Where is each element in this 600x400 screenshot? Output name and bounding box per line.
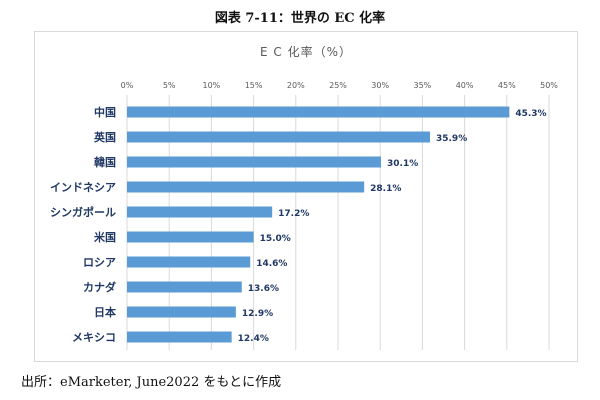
bar xyxy=(127,331,232,343)
x-tick-label: 30% xyxy=(371,81,389,90)
category-label: メキシコ xyxy=(72,331,116,344)
bar xyxy=(127,156,382,168)
value-label: 45.3% xyxy=(515,109,546,119)
category-label: 日本 xyxy=(94,305,116,319)
chart-title: E C 化率（%） xyxy=(260,45,352,59)
bar xyxy=(127,206,273,218)
x-tick-label: 50% xyxy=(540,81,558,90)
x-tick-label: 35% xyxy=(414,81,432,90)
x-tick-label: 20% xyxy=(287,81,305,90)
x-tick-label: 25% xyxy=(329,81,347,90)
value-label: 13.6% xyxy=(248,284,279,294)
bars xyxy=(127,106,510,343)
value-label: 12.9% xyxy=(242,309,273,319)
x-tick-label: 40% xyxy=(456,81,474,90)
x-axis-ticks: 0% 5% 10% 15% 20% 25% 30% 35% 40% 45% 50% xyxy=(121,81,559,90)
bar xyxy=(127,181,365,193)
bar xyxy=(127,306,236,318)
category-label: 米国 xyxy=(93,230,116,244)
source-note: 出所：eMarketer, June2022 をもとに作成 xyxy=(21,375,282,390)
x-tick-label: 15% xyxy=(245,81,263,90)
bar xyxy=(127,256,251,268)
bar xyxy=(127,131,430,143)
x-tick-label: 0% xyxy=(121,81,134,90)
x-tick-label: 5% xyxy=(163,81,176,90)
value-label: 17.2% xyxy=(278,209,309,219)
value-label: 14.6% xyxy=(256,259,287,269)
category-label: 韓国 xyxy=(94,155,116,169)
value-label: 28.1% xyxy=(370,184,401,194)
value-label: 15.0% xyxy=(260,234,291,244)
bar xyxy=(127,281,242,293)
figure-title: 図表 7-11：世界の EC 化率 xyxy=(214,11,386,26)
category-label: カナダ xyxy=(83,280,116,294)
bar xyxy=(127,231,254,243)
value-label: 35.9% xyxy=(436,134,467,144)
value-labels: 45.3% 35.9% 30.1% 28.1% 17.2% 15.0% 14.6% 13.6%… xyxy=(238,109,547,344)
value-label: 12.4% xyxy=(238,334,269,344)
category-label: インドネシア xyxy=(50,181,116,194)
value-label: 30.1% xyxy=(387,159,418,169)
category-label: 英国 xyxy=(93,130,116,144)
category-label: 中国 xyxy=(94,105,116,119)
category-label: ロシア xyxy=(83,256,116,269)
x-tick-label: 45% xyxy=(498,81,516,90)
chart-frame xyxy=(34,31,578,362)
category-label: シンガポール xyxy=(50,205,116,219)
bar xyxy=(127,106,510,118)
x-tick-label: 10% xyxy=(203,81,221,90)
